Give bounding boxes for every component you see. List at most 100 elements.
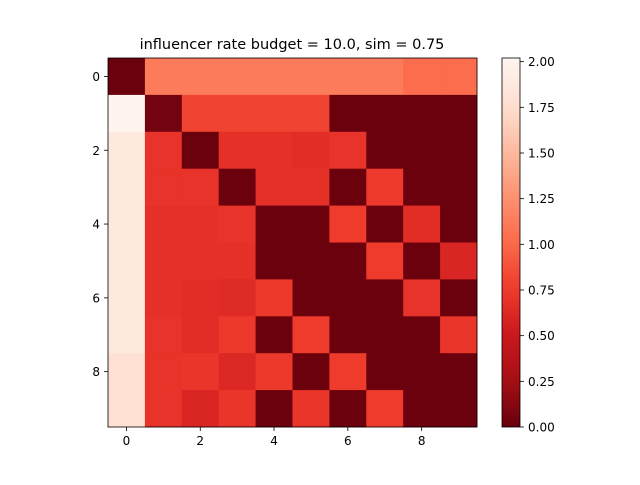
heatmap-cell <box>144 353 183 391</box>
plot-frame <box>107 57 478 428</box>
colorbar-tick-label: 0.50 <box>528 329 555 343</box>
colorbar-tick-label: 2.00 <box>528 55 555 69</box>
heatmap-cell <box>218 168 256 206</box>
heatmap-cell <box>255 205 293 243</box>
heatmap-cell <box>440 242 478 280</box>
heatmap-cell <box>329 242 367 280</box>
heatmap-cell <box>144 131 183 170</box>
colorbar <box>501 57 521 428</box>
y-tick-label: 2 <box>92 144 100 158</box>
x-tick-label: 8 <box>418 434 426 448</box>
colorbar-tick-label: 1.50 <box>528 146 555 160</box>
heatmap-cell <box>329 58 367 96</box>
heatmap-cell <box>181 168 220 206</box>
heatmap-cell <box>292 168 330 206</box>
heatmap-cell <box>366 205 404 243</box>
heatmap-cell <box>403 279 441 317</box>
heatmap-cell <box>218 205 256 243</box>
heatmap-cells <box>108 58 478 428</box>
colorbar-tick-label: 1.75 <box>528 101 555 115</box>
heatmap-cell <box>403 94 441 133</box>
heatmap-cell <box>108 353 146 391</box>
heatmap-cell <box>440 94 478 133</box>
heatmap-cell <box>329 353 367 391</box>
colorbar-axis: 0.00 0.25 0.50 0.75 1.00 1.25 1.50 1.75 2.00 <box>520 55 555 435</box>
heatmap-cell <box>181 205 220 243</box>
heatmap-cell <box>218 279 256 317</box>
y-tick-label: 4 <box>92 218 100 232</box>
heatmap-cell <box>218 242 256 280</box>
heatmap-cell <box>255 353 293 391</box>
chart-title: influencer rate budget = 10.0, sim = 0.7… <box>140 37 445 53</box>
heatmap-cell <box>255 316 293 354</box>
heatmap-cell <box>144 58 183 96</box>
heatmap-cell <box>440 279 478 317</box>
heatmap-cell <box>255 242 293 280</box>
heatmap-cell <box>403 58 441 96</box>
heatmap-cell <box>181 94 220 133</box>
heatmap-cell <box>144 205 183 243</box>
y-tick-label: 6 <box>92 291 100 305</box>
heatmap-cell <box>292 242 330 280</box>
heatmap-cell <box>144 279 183 317</box>
heatmap-cell <box>440 205 478 243</box>
heatmap-cell <box>255 58 293 96</box>
heatmap-cell <box>255 390 293 428</box>
heatmap-cell <box>255 279 293 317</box>
heatmap-cell <box>292 58 330 96</box>
heatmap-cell <box>329 205 367 243</box>
heatmap-cell <box>218 131 256 170</box>
heatmap-cell <box>440 131 478 170</box>
x-tick-label: 2 <box>196 434 204 448</box>
colorbar-tick-label: 0.25 <box>528 375 555 389</box>
heatmap-cell <box>292 94 330 133</box>
heatmap-cell <box>329 168 367 206</box>
heatmap-cell <box>218 353 256 391</box>
heatmap-cell <box>255 94 293 133</box>
heatmap-cell <box>181 131 220 170</box>
heatmap-cell <box>366 58 404 96</box>
colorbar-tick-label: 0.75 <box>528 283 555 297</box>
heatmap-cell <box>218 316 256 354</box>
heatmap-cell <box>403 390 441 428</box>
heatmap-cell <box>403 131 441 170</box>
heatmap-cell <box>403 205 441 243</box>
heatmap-cell <box>218 94 256 133</box>
heatmap-cell <box>181 242 220 280</box>
x-axis: 0 2 4 6 8 <box>123 427 426 448</box>
heatmap-cell <box>181 353 220 391</box>
heatmap-cell <box>144 168 183 206</box>
heatmap-cell <box>181 390 220 428</box>
heatmap-cell <box>181 279 220 317</box>
heatmap-cell <box>440 168 478 206</box>
x-tick-label: 4 <box>270 434 278 448</box>
x-tick-label: 6 <box>344 434 352 448</box>
heatmap-cell <box>366 168 404 206</box>
heatmap-cell <box>255 131 293 170</box>
colorbar-tick-label: 1.00 <box>528 238 555 252</box>
heatmap-cell <box>366 353 404 391</box>
heatmap-cell <box>292 316 330 354</box>
heatmap-cell <box>181 58 220 96</box>
heatmap-cell <box>292 131 330 170</box>
heatmap-cell <box>366 242 404 280</box>
colorbar-tick-label: 0.00 <box>528 421 555 435</box>
heatmap-cell <box>108 242 146 280</box>
heatmap-cell <box>108 94 146 133</box>
heatmap-cell <box>329 316 367 354</box>
heatmap-cell <box>181 316 220 354</box>
heatmap-cell <box>440 58 478 96</box>
heatmap-cell <box>108 316 146 354</box>
colorbar-tick-label: 1.25 <box>528 192 555 206</box>
heatmap-cell <box>366 131 404 170</box>
heatmap-cell <box>108 168 146 206</box>
y-tick-label: 0 <box>92 70 100 84</box>
heatmap-cell <box>329 390 367 428</box>
heatmap-cell <box>108 279 146 317</box>
heatmap-cell <box>403 353 441 391</box>
heatmap-cell <box>108 390 146 428</box>
heatmap-cell <box>108 58 146 96</box>
heatmap-cell <box>403 168 441 206</box>
heatmap-cell <box>329 279 367 317</box>
